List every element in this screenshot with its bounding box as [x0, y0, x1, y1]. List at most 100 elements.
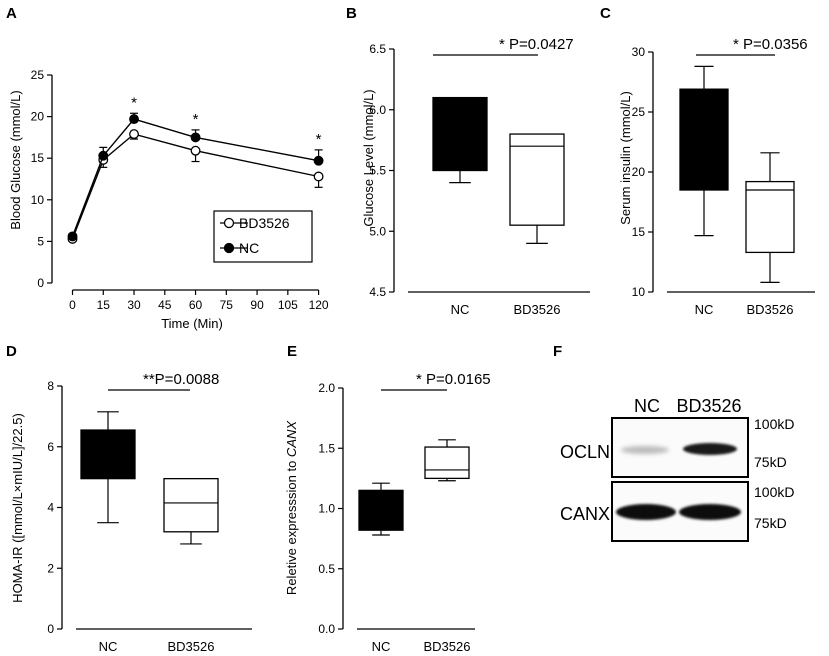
- panel-e-ylabel: Reletive expresssion to CANX: [284, 420, 299, 595]
- panel-d-ytick-label: 2: [47, 561, 54, 575]
- panel-a-xtick-label: 105: [278, 298, 298, 312]
- panel-letter-f: F: [553, 343, 562, 360]
- panel-b-ytick-label: 6.5: [369, 42, 386, 56]
- panel-a-ytick-label: 0: [37, 276, 44, 290]
- panel-e-ytick-label: 1.0: [318, 502, 335, 516]
- panel-a-significance-star: *: [131, 94, 137, 111]
- legend-marker-bd3526: [223, 217, 235, 229]
- panel-a-line-chart: Blood Glucose (mmol/L) Time (Min) BD3526…: [8, 68, 329, 331]
- panel-d-ytick-label: 6: [47, 440, 54, 454]
- panel-d-box-bd3526: [163, 477, 219, 533]
- legend-label-bd3526: BD3526: [239, 215, 290, 231]
- legend-marker-nc: [223, 242, 235, 254]
- panel-c-ytick-label: 25: [632, 105, 646, 119]
- panel-a-point-nc: [129, 114, 139, 125]
- panel-d-category-label-bd3526: BD3526: [168, 639, 215, 654]
- panel-f-western-blot: NC BD3526 OCLN 100kD 75kD CANX 100kD 75k…: [560, 396, 794, 542]
- blot-band-canx-bd3526: [679, 504, 741, 520]
- panel-c-category-label-bd3526: BD3526: [747, 302, 794, 317]
- panel-a-ytick-label: 20: [31, 110, 45, 124]
- panel-b-box-bd3526: [509, 133, 565, 226]
- blot-lane-nc: NC: [634, 396, 660, 416]
- panel-a-xlabel: Time (Min): [161, 316, 223, 331]
- panel-e-ytick-label: 0.0: [318, 622, 335, 636]
- panel-c-category-label-nc: NC: [695, 302, 714, 317]
- panel-e-pvalue-label: * P=0.0165: [416, 371, 491, 388]
- panel-a-point-bd3526: [313, 171, 324, 182]
- blot-marker-canx-100kd: 100kD: [754, 484, 794, 500]
- panel-a-point-nc: [98, 150, 109, 161]
- panel-b-ytick-label: 5.5: [369, 164, 386, 178]
- panel-a-significance-star: *: [316, 131, 322, 148]
- panel-b-ylabel: Glucose Level (mmol/L): [361, 89, 376, 226]
- panel-e-category-label-bd3526: BD3526: [424, 639, 471, 654]
- panel-a-xtick-label: 90: [250, 298, 264, 312]
- panel-c-ytick-label: 10: [632, 285, 646, 299]
- panel-a-point-nc: [67, 231, 78, 242]
- panel-b-ytick-label: 4.5: [369, 285, 386, 299]
- blot-row-label-ocln: OCLN: [560, 442, 610, 462]
- panel-a-ytick-label: 15: [31, 151, 45, 165]
- panel-d-box-nc: [80, 429, 136, 480]
- panel-e-box-bd3526: [424, 446, 470, 480]
- panel-letter-d: D: [6, 343, 17, 360]
- panel-a-ytick-label: 5: [37, 234, 44, 248]
- panel-b-category-label-nc: NC: [451, 302, 470, 317]
- panel-a-point-bd3526: [190, 145, 201, 156]
- panel-a-ytick-label: 10: [31, 193, 45, 207]
- panel-a-significance-star: *: [193, 111, 199, 128]
- panel-a-xtick-label: 45: [158, 298, 172, 312]
- panel-c-ytick-label: 15: [632, 225, 646, 239]
- panel-b-ytick-label: 6.0: [369, 103, 386, 117]
- panel-c-box-nc: [679, 88, 729, 191]
- panel-a-xtick-label: 0: [69, 298, 76, 312]
- panel-a-point-nc: [190, 132, 201, 143]
- panel-e-ylabel-prefix: Reletive expresssion to: [284, 457, 299, 595]
- panel-c-ytick-label: 20: [632, 165, 646, 179]
- panel-e-ytick-label: 0.5: [318, 562, 335, 576]
- panel-d-ytick-label: 0: [47, 622, 54, 636]
- panel-letter-c: C: [600, 5, 611, 22]
- blot-row-label-canx: CANX: [560, 504, 610, 524]
- panel-c-box-plot: Serum insulin (mmol/L) 10 15 20 25 30 NC BD352…: [618, 36, 815, 317]
- panel-c-ylabel: Serum insulin (mmol/L): [618, 91, 633, 225]
- panel-e-box-nc: [358, 489, 404, 531]
- panel-c-box-bd3526: [745, 180, 795, 254]
- panel-d-ytick-label: 4: [47, 501, 54, 515]
- panel-e-category-label-nc: NC: [372, 639, 391, 654]
- panel-a-point-nc: [313, 155, 324, 166]
- panel-e-ylabel-gene: CANX: [284, 420, 299, 457]
- blot-marker-canx-75kd: 75kD: [754, 515, 787, 531]
- blot-band-ocln-bd3526: [683, 443, 737, 455]
- panel-d-category-label-nc: NC: [99, 639, 118, 654]
- blot-marker-ocln-75kd: 75kD: [754, 454, 787, 470]
- panel-d-pvalue-label: **P=0.0088: [143, 371, 219, 388]
- panel-letter-a: A: [6, 5, 17, 22]
- panel-a-xtick-label: 75: [220, 298, 234, 312]
- panel-a-ylabel: Blood Glucose (mmol/L): [8, 90, 23, 229]
- panel-a-xtick-label: 30: [127, 298, 141, 312]
- panel-e-ytick-label: 2.0: [318, 381, 335, 395]
- panel-c-ytick-label: 30: [632, 45, 646, 59]
- blot-band-ocln-nc: [621, 446, 669, 454]
- panel-d-ytick-label: 8: [47, 379, 54, 393]
- panel-a-ytick-label: 25: [31, 68, 45, 82]
- panel-b-box-nc: [432, 96, 488, 172]
- panel-letter-e: E: [287, 343, 297, 360]
- panel-e-ytick-label: 1.5: [318, 441, 335, 455]
- panel-letter-b: B: [346, 5, 357, 22]
- panel-d-ylabel: HOMA-IR ([mmol/L×mIU/L]/22.5): [10, 413, 25, 603]
- blot-band-canx-nc: [616, 504, 676, 520]
- panel-c-pvalue-label: * P=0.0356: [733, 36, 808, 53]
- panel-a-point-bd3526: [129, 129, 139, 140]
- panel-a-legend: BD3526 NC: [213, 210, 313, 263]
- blot-lane-bd3526: BD3526: [676, 396, 741, 416]
- panel-b-box-plot: Glucose Level (mmol/L) 4.5 5.0 5.5 6.0 6.5 NC…: [361, 36, 590, 317]
- panel-e-box-plot: Reletive expresssion to CANX 0.0 0.5 1.0 1.…: [284, 371, 491, 654]
- panel-b-pvalue-label: * P=0.0427: [499, 36, 574, 53]
- panel-a-xtick-label: 15: [97, 298, 111, 312]
- panel-b-ytick-label: 5.0: [369, 224, 386, 238]
- blot-marker-ocln-100kd: 100kD: [754, 416, 794, 432]
- panel-a-xtick-label: 120: [309, 298, 329, 312]
